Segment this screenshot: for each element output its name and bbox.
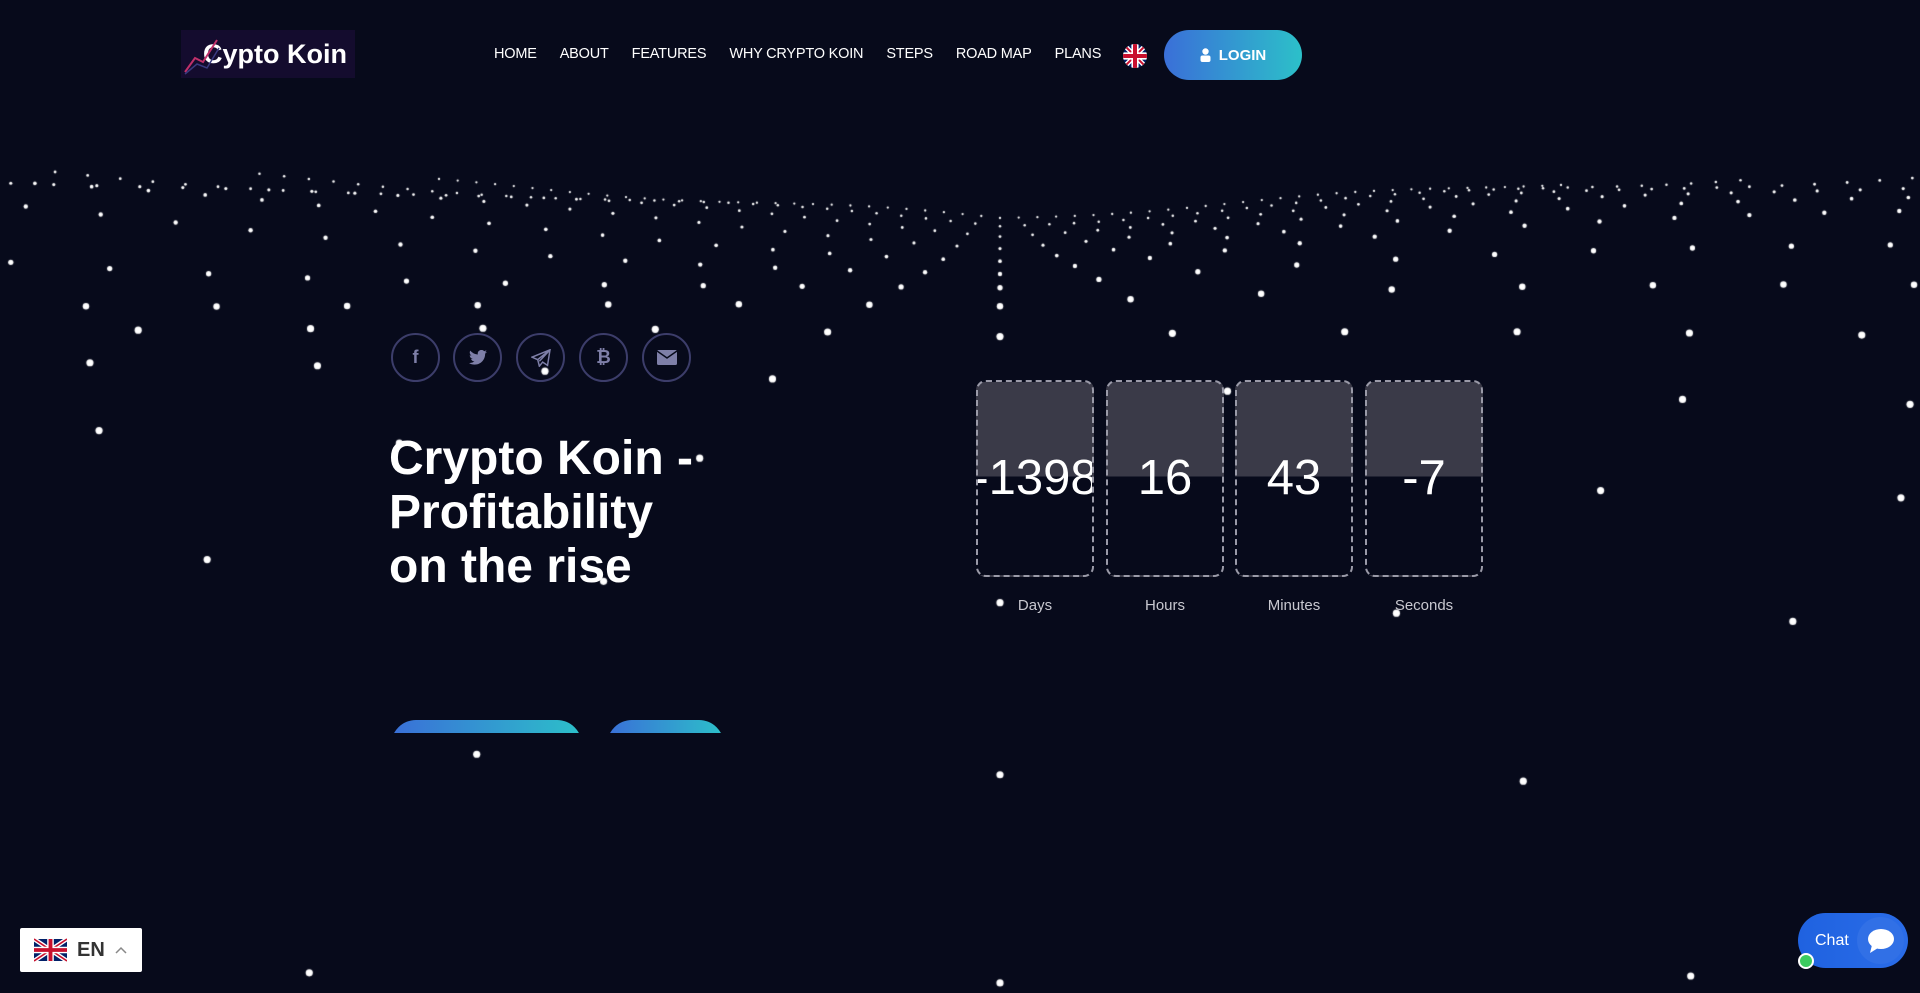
secondary-cta-button[interactable] <box>607 720 724 733</box>
chat-widget-button[interactable]: Chat <box>1798 913 1908 968</box>
user-icon <box>1200 48 1211 62</box>
chevron-up-icon <box>115 946 127 954</box>
hours-label: Hours <box>1144 597 1185 614</box>
seconds-value: -7 <box>1402 451 1446 505</box>
minutes-value: 43 <box>1266 451 1322 505</box>
telegram-icon[interactable] <box>516 333 565 382</box>
logo[interactable]: Cypto Koin <box>181 30 355 78</box>
language-code: EN <box>77 938 105 961</box>
countdown-seconds: -7 <box>1365 380 1483 577</box>
language-switcher[interactable]: EN <box>20 928 142 972</box>
hero-buttons <box>380 700 740 733</box>
seconds-label: Seconds <box>1394 597 1454 614</box>
login-button[interactable]: LOGIN <box>1164 30 1302 80</box>
twitter-icon[interactable] <box>453 333 502 382</box>
main-nav: HOME ABOUT FEATURES WHY CRYPTO KOIN STEP… <box>494 46 1101 62</box>
nav-road-map[interactable]: ROAD MAP <box>955 46 1032 62</box>
countdown-days: -1398 <box>976 380 1094 577</box>
days-value: -1398 <box>976 451 1094 505</box>
chat-bubble-icon <box>1857 917 1904 964</box>
login-label: LOGIN <box>1218 46 1267 64</box>
uk-flag-icon <box>34 938 67 962</box>
email-icon[interactable] <box>642 333 691 382</box>
nav-about[interactable]: ABOUT <box>559 46 609 62</box>
logo-text: Cypto Koin <box>203 38 347 69</box>
nav-why-crypto-koin[interactable]: WHY CRYPTO KOIN <box>729 46 864 62</box>
nav-plans[interactable]: PLANS <box>1054 46 1102 62</box>
minutes-label: Minutes <box>1267 597 1321 614</box>
bitcoin-icon[interactable]: ₿ <box>579 333 628 382</box>
nav-steps[interactable]: STEPS <box>886 46 933 62</box>
nav-home[interactable]: HOME <box>494 46 537 62</box>
chat-label: Chat <box>1815 931 1849 949</box>
chart-logo-icon <box>184 39 220 75</box>
days-label: Days <box>1017 597 1053 614</box>
online-status-indicator <box>1798 953 1814 969</box>
hero-headline: Crypto Koin - Profitability on the rise <box>389 432 693 593</box>
countdown-minutes: 43 <box>1235 380 1353 577</box>
facebook-icon[interactable]: f <box>391 333 440 382</box>
primary-cta-button[interactable] <box>391 720 582 733</box>
countdown-hours: 16 <box>1106 380 1224 577</box>
nav-features[interactable]: FEATURES <box>631 46 707 62</box>
hours-value: 16 <box>1137 451 1193 505</box>
uk-flag-icon[interactable] <box>1123 44 1147 68</box>
